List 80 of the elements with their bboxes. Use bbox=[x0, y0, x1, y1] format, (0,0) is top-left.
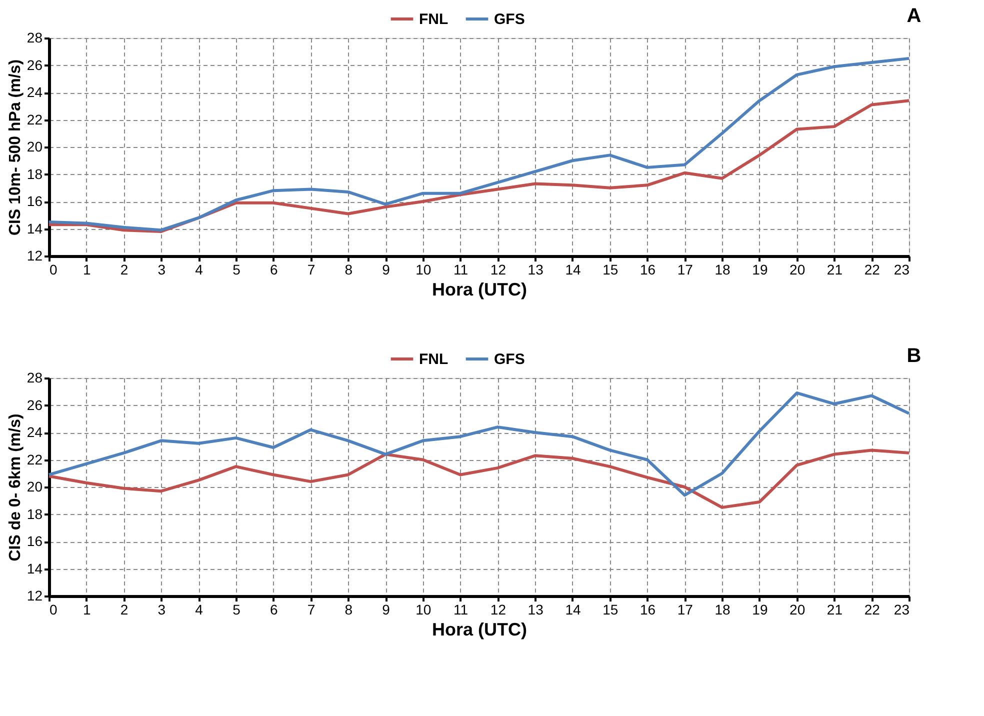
x-tick-label: 15 bbox=[602, 262, 618, 278]
x-tick-label: 7 bbox=[307, 262, 316, 278]
x-tick-label: 4 bbox=[195, 602, 204, 618]
x-tick-label: 16 bbox=[640, 602, 656, 618]
legend-label: FNL bbox=[419, 351, 448, 368]
x-tick-label: 21 bbox=[826, 602, 843, 618]
line-series bbox=[48, 391, 910, 497]
y-tick-label: 22 bbox=[26, 111, 43, 128]
x-axis-title: Hora (UTC) bbox=[432, 620, 527, 640]
x-tick-label: 10 bbox=[416, 602, 432, 618]
text: A bbox=[906, 5, 922, 27]
y-tick-label: 12 bbox=[26, 248, 43, 264]
y-tick-label: 28 bbox=[26, 370, 43, 386]
x-tick-label: 0 bbox=[50, 262, 58, 278]
x-tick-label: 7 bbox=[307, 602, 316, 618]
x-tick-label: 2 bbox=[120, 262, 128, 278]
x-tick-label: 19 bbox=[752, 262, 768, 278]
y-tick-label: 18 bbox=[26, 506, 43, 522]
y-tick-label: 20 bbox=[26, 478, 43, 494]
x-tick-label: 3 bbox=[158, 262, 166, 278]
x-tick-label: 23 bbox=[894, 262, 910, 278]
line-series bbox=[48, 99, 910, 233]
x-tick-label: 14 bbox=[565, 602, 581, 618]
y-tick-label: 24 bbox=[26, 84, 43, 100]
legend-label: GFS bbox=[494, 351, 525, 368]
x-tick-label: 11 bbox=[454, 602, 468, 618]
x-tick-label: 20 bbox=[790, 262, 806, 278]
x-tick-label: 23 bbox=[894, 602, 910, 618]
x-tick-label: 6 bbox=[270, 262, 278, 278]
x-tick-label: 6 bbox=[270, 602, 278, 618]
x-tick-label: 17 bbox=[677, 602, 694, 618]
x-tick-label: 3 bbox=[158, 602, 166, 618]
y-tick-label: 12 bbox=[26, 588, 43, 604]
x-axis-title: Hora (UTC) bbox=[432, 280, 527, 300]
x-tick-label: 12 bbox=[490, 602, 506, 618]
x-tick-label: 1 bbox=[82, 262, 91, 278]
y-tick-label: 16 bbox=[26, 193, 43, 209]
x-tick-label: 12 bbox=[490, 262, 506, 278]
x-tick-label: 22 bbox=[864, 602, 880, 618]
legend-label: GFS bbox=[494, 11, 525, 28]
y-axis-title: CIS de 0- 6km (m/s) bbox=[6, 414, 24, 562]
y-tick-label: 24 bbox=[26, 424, 43, 440]
x-tick-label: 9 bbox=[382, 602, 390, 618]
x-tick-label: 15 bbox=[602, 602, 618, 618]
y-axis-title: CIS 10m- 500 hPa (m/s) bbox=[6, 59, 24, 236]
y-tick-label: 14 bbox=[26, 560, 43, 576]
x-tick-label: 5 bbox=[232, 602, 241, 618]
y-tick-label: 16 bbox=[26, 533, 43, 549]
x-tick-label: 21 bbox=[826, 262, 843, 278]
x-tick-label: 4 bbox=[195, 262, 204, 278]
x-tick-label: 5 bbox=[232, 262, 241, 278]
x-tick-label: 2 bbox=[120, 602, 128, 618]
x-tick-label: 14 bbox=[565, 262, 581, 278]
x-tick-label: 10 bbox=[416, 262, 432, 278]
x-tick-label: 9 bbox=[382, 262, 390, 278]
x-tick-label: 17 bbox=[677, 262, 694, 278]
y-tick-label: 26 bbox=[26, 396, 43, 413]
x-tick-label: 8 bbox=[344, 602, 353, 618]
x-tick-label: 8 bbox=[344, 262, 353, 278]
x-tick-label: 11 bbox=[454, 262, 468, 278]
x-tick-label: 19 bbox=[752, 602, 768, 618]
x-tick-label: 18 bbox=[714, 262, 731, 278]
x-tick-label: 13 bbox=[528, 602, 544, 618]
x-tick-label: 13 bbox=[528, 262, 544, 278]
line-series bbox=[48, 56, 910, 232]
y-tick-label: 22 bbox=[26, 451, 43, 468]
x-tick-label: 22 bbox=[864, 262, 880, 278]
y-tick-label: 26 bbox=[26, 56, 43, 73]
y-tick-label: 28 bbox=[26, 30, 43, 46]
x-tick-label: 1 bbox=[82, 602, 91, 618]
y-tick-label: 18 bbox=[26, 166, 43, 182]
x-tick-label: 20 bbox=[790, 602, 806, 618]
y-tick-label: 14 bbox=[26, 220, 43, 236]
text: B bbox=[906, 345, 922, 367]
x-tick-label: 0 bbox=[50, 602, 58, 618]
legend-label: FNL bbox=[419, 11, 448, 28]
y-tick-label: 20 bbox=[26, 138, 43, 154]
line-series bbox=[48, 448, 910, 509]
x-tick-label: 18 bbox=[714, 602, 731, 618]
x-tick-label: 16 bbox=[640, 262, 656, 278]
